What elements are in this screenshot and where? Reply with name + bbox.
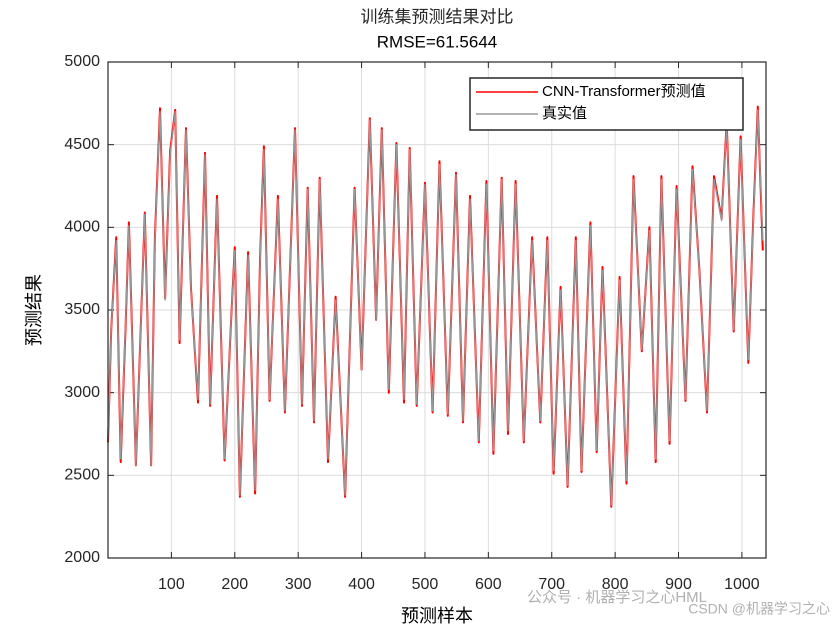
x-axis-label: 预测样本 (401, 606, 473, 627)
y-tick-label: 2500 (64, 467, 100, 484)
x-tick-label: 900 (665, 576, 692, 593)
watermark: CSDN @机器学习之心 (688, 601, 830, 617)
plot-frame (107, 61, 767, 559)
x-tick-label: 100 (158, 576, 185, 593)
x-tick-label: 400 (348, 576, 375, 593)
chart-subtitle: RMSE=61.5644 (377, 32, 498, 51)
y-tick-label: 5000 (64, 53, 100, 70)
x-tick-label: 300 (285, 576, 312, 593)
x-tick-label: 800 (602, 576, 629, 593)
legend-label: CNN-Transformer预测值 (542, 83, 706, 100)
legend-box (469, 77, 744, 131)
y-tick-label: 4000 (64, 219, 100, 236)
chart-title: 训练集预测结果对比 (361, 8, 514, 28)
x-tick-label: 700 (538, 576, 565, 593)
x-tick-label: 600 (475, 576, 502, 593)
x-tick-label: 200 (221, 576, 248, 593)
y-tick-label: 3000 (64, 384, 100, 401)
watermark: 公众号 · 机器学习之心HML (527, 589, 707, 606)
y-tick-label: 2000 (64, 549, 100, 566)
x-tick-label: 1000 (724, 576, 760, 593)
y-tick-label: 3500 (64, 301, 100, 318)
series-line (107, 109, 764, 506)
x-tick-label: 500 (412, 576, 439, 593)
y-tick-label: 4500 (64, 136, 100, 153)
legend-label: 真实值 (542, 104, 587, 122)
y-axis-label: 预测结果 (24, 274, 45, 346)
